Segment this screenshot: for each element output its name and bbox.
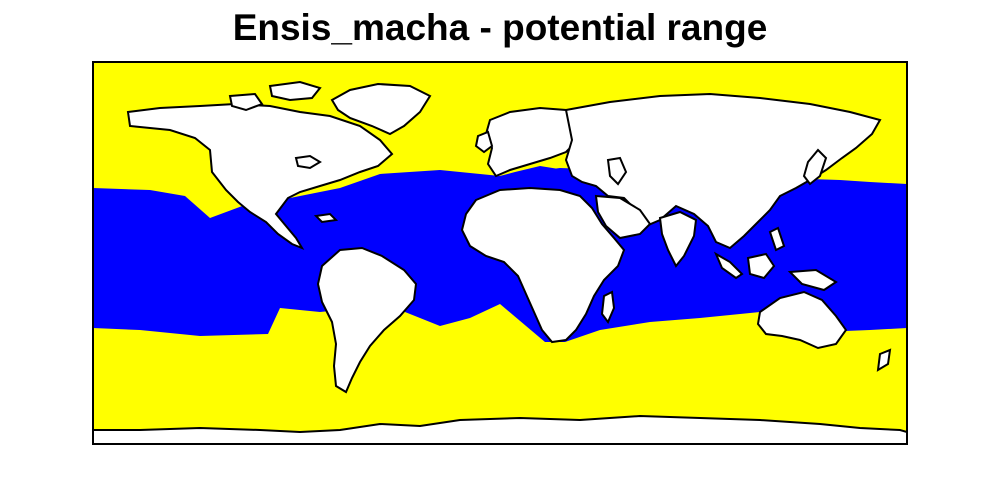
madagascar <box>600 290 616 324</box>
map-title: Ensis_macha - potential range <box>232 7 768 48</box>
europe <box>484 106 582 178</box>
caribbean-islands <box>313 212 339 224</box>
africa <box>460 186 626 344</box>
caspian-sea <box>606 156 628 186</box>
philippines <box>768 226 786 252</box>
antarctica <box>93 414 907 444</box>
new-zealand <box>876 348 892 372</box>
arctic-island-2 <box>228 92 264 112</box>
arctic-island-1 <box>268 80 322 102</box>
south-america <box>316 246 418 394</box>
new-guinea <box>787 268 838 292</box>
japan <box>802 148 828 186</box>
north-america <box>126 102 394 251</box>
mediterranean-range <box>492 166 580 192</box>
greenland <box>330 82 432 136</box>
australia <box>756 290 848 350</box>
sumatra <box>713 251 744 280</box>
india <box>658 210 698 268</box>
borneo <box>746 252 776 280</box>
asia <box>564 92 882 250</box>
map-frame <box>92 61 908 445</box>
hudson-bay-islands <box>294 154 322 170</box>
arabian-peninsula <box>594 194 652 240</box>
british-isles <box>474 130 494 154</box>
